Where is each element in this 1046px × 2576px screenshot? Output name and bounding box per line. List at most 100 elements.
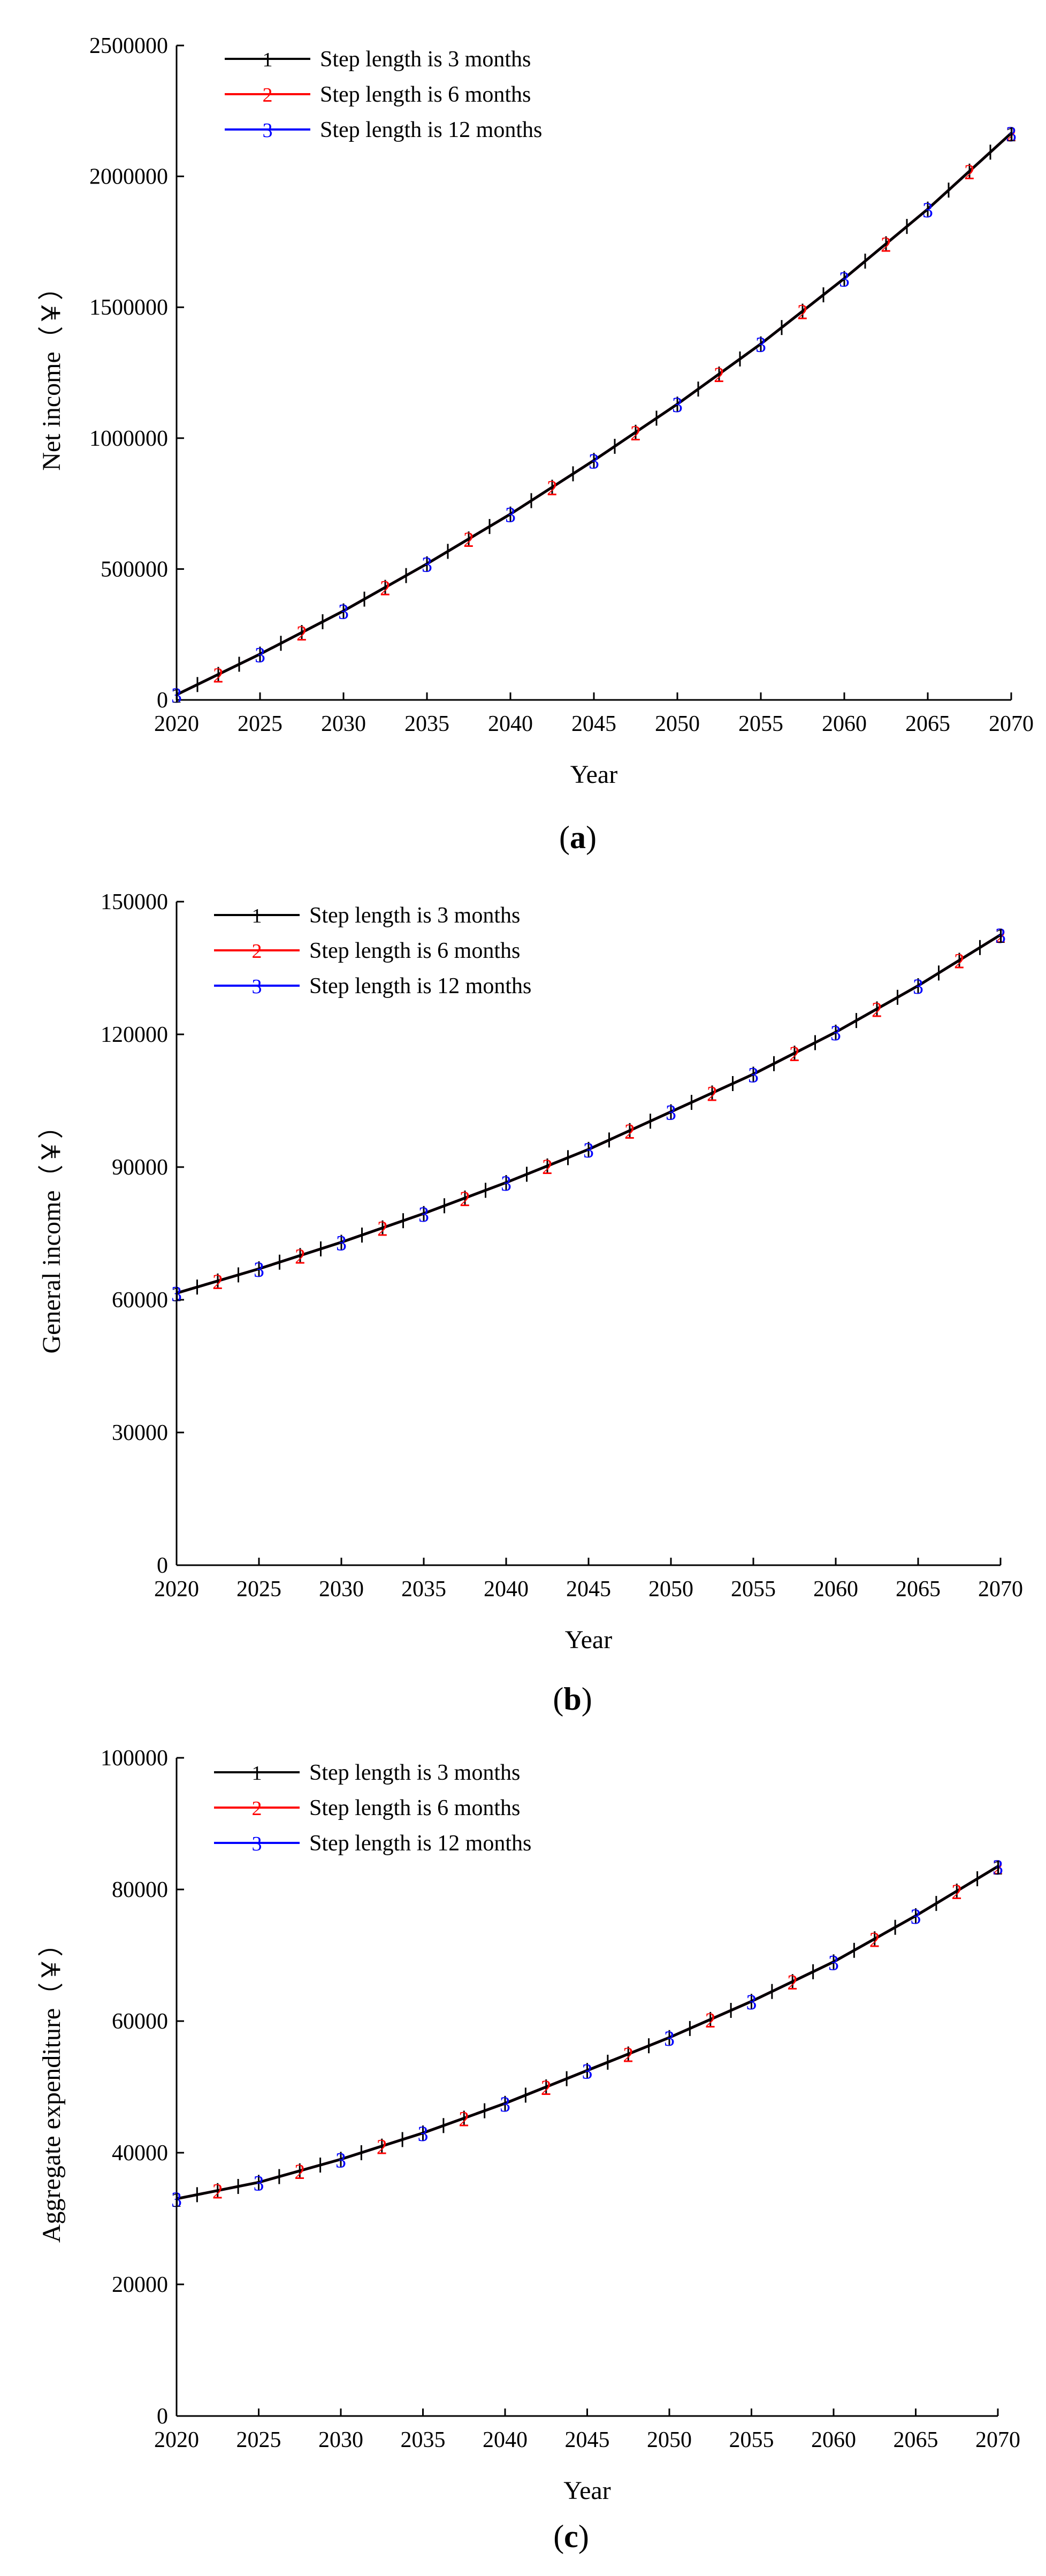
series-marker-2: 2: [296, 621, 307, 645]
series-marker-3: 3: [755, 333, 766, 357]
y-tick-label: 0: [157, 1553, 168, 1578]
y-tick-label: 20000: [112, 2273, 168, 2297]
legend-marker: 3: [252, 975, 262, 998]
series-marker-3: 3: [746, 1990, 757, 2014]
legend-item: 3 Step length is 12 months: [214, 1831, 531, 1856]
x-tick-label: 2035: [401, 1577, 446, 1602]
series-marker-2: 2: [951, 1880, 962, 1904]
series-line-3: [175, 132, 1012, 696]
y-tick-label: 0: [157, 688, 168, 713]
x-tick-label: 2065: [896, 1577, 941, 1602]
legend-label: Step length is 3 months: [309, 1760, 520, 1785]
x-tick-label: 2060: [822, 712, 867, 736]
legend-label: Step length is 3 months: [309, 903, 520, 928]
y-tick-label: 500000: [101, 557, 168, 582]
legend-item: 2 Step length is 6 months: [214, 939, 520, 963]
x-tick-label: 2060: [811, 2428, 856, 2452]
legend-label: Step length is 6 months: [309, 1796, 520, 1820]
series-marker-3: 3: [839, 267, 850, 291]
series-marker-1: 1: [171, 2188, 182, 2212]
series-marker-3: 3: [336, 1231, 347, 1255]
x-tick-label: 2040: [488, 712, 533, 736]
legend-marker: 2: [263, 84, 273, 106]
x-tick-label: 2065: [905, 712, 950, 736]
chart-panel-c: 0 20000 40000 60000 80000 100000 2020 2025 2030 2…: [37, 1746, 1020, 2554]
series-marker-3: 3: [171, 2188, 182, 2212]
x-tick-label: 2055: [738, 712, 783, 736]
x-tick-label: 2025: [238, 712, 283, 736]
x-tick-label: 2035: [404, 712, 449, 736]
legend-label: Step length is 12 months: [309, 974, 531, 999]
legend-item: 3 Step length is 12 months: [225, 118, 542, 142]
legend-label: Step length is 12 months: [309, 1831, 531, 1856]
x-tick-label: 2025: [236, 2428, 281, 2452]
series-marker-3: 3: [672, 393, 683, 417]
series-marker-3: 3: [171, 1282, 182, 1306]
legend-marker: 3: [263, 119, 273, 142]
legend-item: 2 Step length is 6 months: [225, 82, 531, 107]
series-marker-3: 3: [335, 2148, 346, 2172]
series-marker-1: 1: [992, 1855, 1003, 1879]
x-tick-label: 2060: [813, 1577, 858, 1602]
series-marker-2: 2: [624, 1119, 635, 1144]
series-marker-2: 2: [212, 1270, 223, 1294]
panel-caption: (c): [553, 2519, 589, 2554]
x-tick-label: 2050: [648, 1577, 693, 1602]
series-marker-3: 3: [828, 1950, 839, 1975]
y-tick-label: 2500000: [89, 34, 168, 58]
series-line-3: [176, 1865, 999, 2200]
y-tick-label: 60000: [112, 1288, 168, 1313]
series-marker-3: 3: [589, 449, 599, 473]
panel-caption: (a): [559, 820, 597, 855]
series-marker-2: 2: [705, 2008, 716, 2032]
y-tick-label: 90000: [112, 1155, 168, 1180]
y-axis-title: General income（￥）: [37, 1113, 66, 1353]
series-marker-1: 1: [1006, 122, 1017, 146]
series-marker-2: 2: [377, 2135, 387, 2159]
series-marker-2: 2: [623, 2043, 633, 2067]
series-marker-2: 2: [547, 476, 558, 500]
series-marker-2: 2: [787, 1970, 798, 1994]
series-line-2: [175, 132, 1012, 696]
series-line-1: [175, 132, 1012, 696]
series-marker-3: 3: [505, 503, 516, 527]
series-marker-2: 2: [630, 421, 641, 445]
series-marker-3: 3: [171, 683, 182, 707]
series-marker-2: 2: [294, 2160, 305, 2184]
series-marker-2: 2: [459, 2107, 469, 2131]
x-tick-label: 2035: [401, 2428, 446, 2452]
series-marker-2: 2: [881, 233, 891, 257]
legend-item: 1 Step length is 3 months: [225, 47, 531, 72]
legend-item: 3 Step length is 12 months: [214, 974, 531, 999]
series-marker-3: 3: [911, 1904, 921, 1929]
legend-marker: 3: [252, 1833, 262, 1855]
chart-panel-b: 0 30000 60000 90000 120000 150000 2020 2025 2030…: [37, 890, 1023, 1717]
y-axis-title: Aggregate expenditure（￥）: [37, 1931, 66, 2243]
series-marker-2: 2: [797, 300, 808, 324]
series-marker-3: 3: [1006, 122, 1017, 146]
legend-marker: 1: [252, 905, 262, 927]
series-line-3: [176, 933, 1002, 1294]
series-marker-3: 3: [418, 2122, 429, 2146]
x-tick-label: 2020: [154, 2428, 199, 2452]
series-marker-3: 3: [418, 1202, 429, 1226]
panel-caption: (b): [553, 1681, 592, 1717]
x-tick-label: 2045: [566, 1577, 611, 1602]
y-tick-label: 40000: [112, 2141, 168, 2166]
series-line-1: [176, 1865, 999, 2200]
series-marker-3: 3: [666, 1101, 676, 1125]
legend-item: 1 Step length is 3 months: [214, 1760, 520, 1785]
series-marker-1: 1: [171, 683, 182, 707]
x-tick-label: 2050: [647, 2428, 692, 2452]
series-marker-1: 1: [995, 924, 1006, 948]
legend-label: Step length is 3 months: [320, 47, 531, 72]
series-marker-3: 3: [422, 553, 432, 577]
x-tick-label: 2040: [483, 2428, 528, 2452]
legend-label: Step length is 12 months: [320, 118, 542, 142]
x-tick-label: 2070: [975, 2428, 1020, 2452]
legend-marker: 2: [252, 1797, 262, 1820]
series-marker-3: 3: [922, 198, 933, 222]
legend-label: Step length is 6 months: [309, 939, 520, 963]
x-axis-title: Year: [563, 2476, 610, 2505]
